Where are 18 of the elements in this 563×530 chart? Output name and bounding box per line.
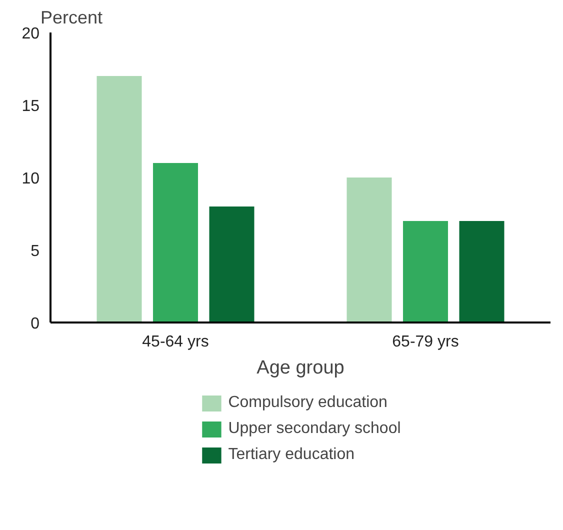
y-tick-label: 10 xyxy=(22,170,40,188)
bar xyxy=(153,163,198,322)
y-tick-label: 20 xyxy=(22,26,40,42)
bar xyxy=(346,178,392,322)
y-tick-label: 0 xyxy=(30,316,40,332)
y-tick-label: 15 xyxy=(22,98,40,115)
x-axis-title: Age group xyxy=(256,358,344,378)
y-axis-title: Percent xyxy=(40,8,103,28)
bar xyxy=(209,206,254,322)
bar xyxy=(403,221,448,322)
legend-label: Tertiary education xyxy=(228,446,355,464)
bar xyxy=(96,76,142,322)
x-tick-label: 65-79 yrs xyxy=(392,334,459,350)
legend-label: Upper secondary school xyxy=(228,420,401,438)
x-tick-label: 45-64 yrs xyxy=(142,334,209,350)
legend-label: Compulsory education xyxy=(228,394,388,412)
y-tick-label: 5 xyxy=(30,243,40,260)
bar xyxy=(459,221,504,322)
